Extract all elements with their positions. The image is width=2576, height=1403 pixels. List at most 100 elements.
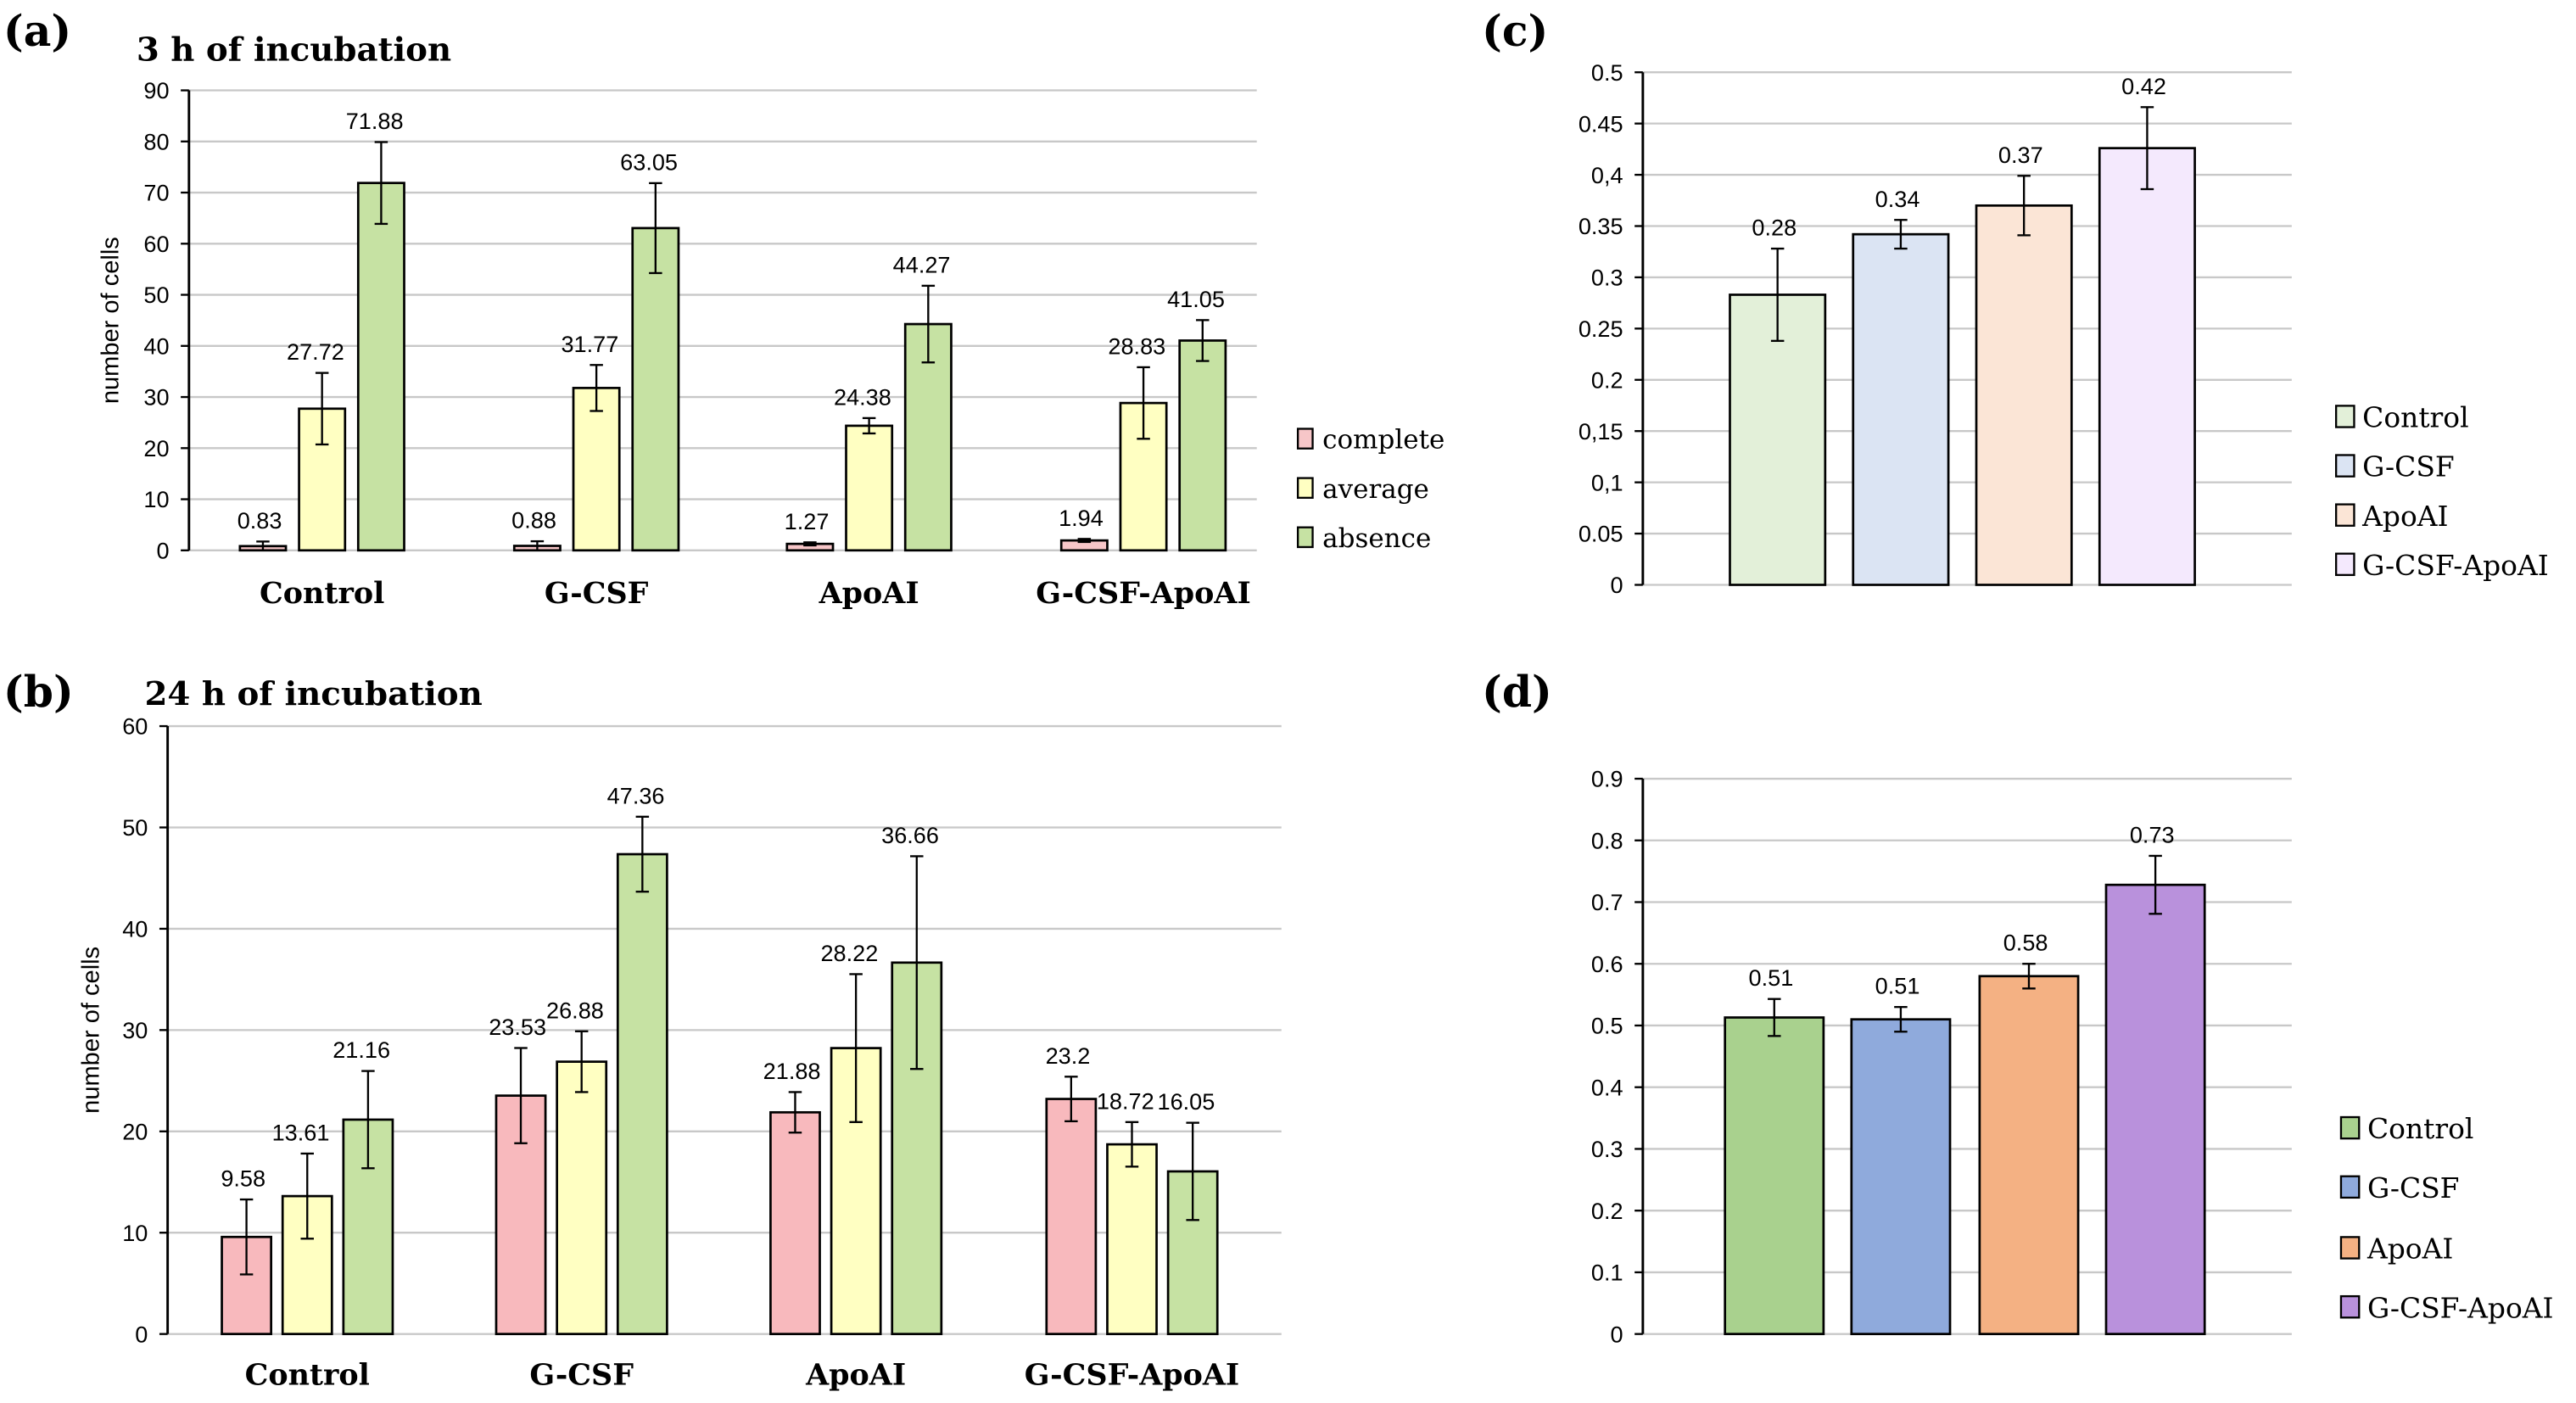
data-label: 63.05 (620, 148, 678, 175)
data-label: 47.36 (607, 782, 665, 808)
legend-swatch (1296, 428, 1314, 450)
data-label: 41.05 (1167, 286, 1225, 312)
y-tick-label: 0.5 (1591, 59, 1623, 86)
y-tick-label: 40 (143, 333, 169, 359)
bar (616, 852, 668, 1336)
y-axis-label: number of cells (77, 947, 104, 1114)
data-label: 36.66 (881, 822, 939, 848)
bar (631, 226, 680, 552)
legend-label: average (1322, 474, 1429, 505)
y-tick-label: 50 (143, 282, 169, 308)
y-tick-label: 0.2 (1591, 366, 1623, 393)
chart-c: 0 0.05 0,1 0,15 0.2 0.25 0.3 0.35 0,4 0.45 0.5 0.28… (1579, 59, 2549, 598)
y-tick-label: 0,1 (1591, 469, 1623, 495)
data-label: 26.88 (546, 997, 604, 1023)
data-label: 28.22 (820, 940, 878, 966)
legend-label: G-CSF-ApoAI (2367, 1291, 2554, 1324)
y-tick-label: 50 (122, 814, 148, 841)
data-label: 31.77 (561, 331, 618, 357)
y-tick-label: 0 (135, 1321, 148, 1347)
y-tick-label: 0.2 (1591, 1198, 1623, 1224)
y-axis-label: number of cells (98, 237, 125, 404)
chart-title: 3 h of incubation (137, 31, 451, 70)
legend-swatch (1296, 526, 1314, 549)
y-tick-label: 0 (156, 538, 169, 564)
data-label: 9.58 (221, 1165, 265, 1192)
category-label: G-CSF (545, 576, 649, 611)
bar (556, 1060, 608, 1336)
legend-swatch (2334, 405, 2355, 428)
legend-label: absence (1322, 523, 1431, 554)
y-tick-label: 0.9 (1591, 766, 1623, 792)
legend-swatch (2334, 552, 2355, 577)
legend-label: G-CSF-ApoAI (2362, 549, 2549, 582)
chart-d: 0 0.1 0.2 0.3 0.4 0.5 0.6 0.7 0.8 0.9 0.51 Control 0… (1591, 766, 2554, 1348)
bar (572, 387, 621, 552)
bar (1850, 1018, 1952, 1336)
category-label: G-CSF-ApoAI (1036, 576, 1250, 611)
legend-swatch (2339, 1294, 2361, 1319)
y-tick-label: 0 (1611, 572, 1623, 598)
category-label: G-CSF (529, 1358, 634, 1393)
y-tick-label: 30 (122, 1017, 148, 1043)
y-tick-label: 0.7 (1591, 889, 1623, 915)
legend-label: ApoAI (2361, 500, 2448, 533)
data-label: 18.72 (1097, 1087, 1154, 1114)
legend-label: complete (1322, 425, 1444, 456)
y-tick-label: 0,4 (1591, 162, 1623, 188)
data-label: 0.37 (1998, 142, 2043, 168)
bar (1852, 232, 1950, 586)
y-tick-label: 40 (122, 916, 148, 942)
legend-swatch (2339, 1175, 2361, 1199)
y-tick-label: 60 (122, 713, 148, 740)
bar (1978, 975, 2080, 1336)
legend-swatch (2334, 503, 2355, 527)
data-label: 28.83 (1108, 333, 1165, 359)
data-label: 23.2 (1046, 1042, 1091, 1069)
category-label: Control (245, 1358, 370, 1393)
bar (1045, 1098, 1098, 1336)
legend-label: G-CSF (2362, 450, 2455, 484)
y-tick-label: 0.45 (1579, 110, 1623, 137)
legend-label: ApoAI (2366, 1233, 2453, 1266)
legend-label: G-CSF (2367, 1171, 2460, 1205)
data-label: 0.73 (2130, 821, 2175, 847)
category-label: G-CSF-ApoAI (1025, 1358, 1239, 1393)
category-label: ApoAI (805, 1358, 906, 1393)
legend-swatch (1296, 477, 1314, 500)
y-tick-label: 20 (122, 1118, 148, 1144)
y-tick-label: 0 (1611, 1321, 1623, 1347)
y-tick-label: 0.8 (1591, 827, 1623, 853)
legend-swatch (2339, 1115, 2361, 1140)
data-label: 0.58 (2003, 930, 2048, 956)
data-label: 44.27 (893, 251, 951, 277)
panel-d-letter: (d) (1482, 667, 1552, 717)
legend-label: Control (2367, 1112, 2473, 1145)
data-label: 1.94 (1059, 505, 1104, 531)
panel-c-letter: (c) (1482, 6, 1548, 56)
data-label: 0.88 (511, 507, 556, 534)
y-tick-label: 80 (143, 128, 169, 154)
data-label: 13.61 (272, 1119, 330, 1145)
y-tick-label: 60 (143, 231, 169, 257)
data-label: 27.72 (287, 338, 344, 365)
bar (1729, 293, 1827, 586)
category-label: Control (260, 576, 384, 611)
data-label: 0.42 (2121, 73, 2166, 99)
bar (1106, 1143, 1158, 1336)
y-tick-label: 30 (143, 384, 169, 411)
panel-a-letter: (a) (3, 6, 71, 56)
y-tick-label: 0.4 (1591, 1074, 1623, 1100)
bar (845, 424, 894, 552)
data-label: 0.51 (1749, 964, 1794, 991)
y-tick-label: 0.3 (1591, 1136, 1623, 1162)
panel-b-letter: (b) (3, 667, 74, 717)
y-tick-label: 0.3 (1591, 265, 1623, 291)
legend-label: Control (2362, 401, 2468, 434)
legend-swatch (2339, 1236, 2361, 1260)
data-label: 0.28 (1752, 215, 1796, 241)
data-label: 21.88 (763, 1058, 821, 1084)
bar (1975, 204, 2073, 586)
